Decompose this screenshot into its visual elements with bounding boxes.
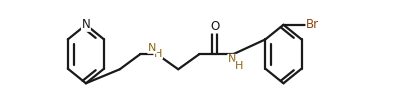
Text: N: N (81, 18, 90, 31)
Text: N: N (228, 54, 236, 64)
Text: N: N (148, 43, 156, 53)
Text: O: O (210, 20, 220, 33)
Text: H: H (235, 61, 243, 71)
Text: Br: Br (306, 18, 319, 31)
Text: H: H (154, 49, 162, 59)
